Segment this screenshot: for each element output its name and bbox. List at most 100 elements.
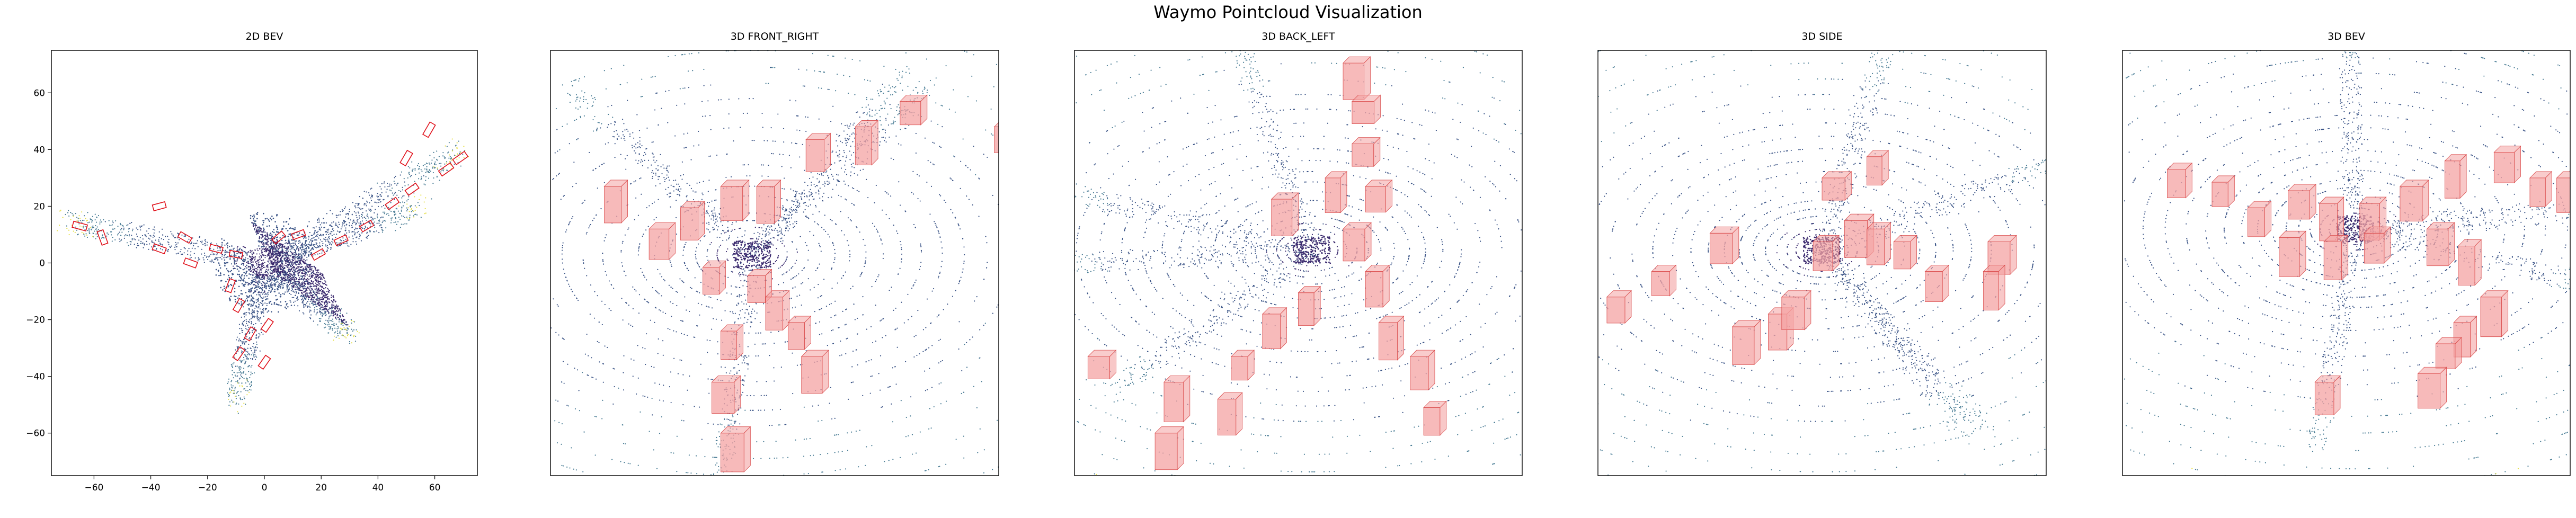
point <box>220 275 221 276</box>
point <box>268 255 269 256</box>
point <box>273 232 275 234</box>
point <box>316 306 317 307</box>
point <box>332 315 333 316</box>
point <box>264 272 265 273</box>
point <box>286 304 287 306</box>
point <box>298 258 299 259</box>
point <box>304 270 305 272</box>
point <box>458 140 459 141</box>
point <box>336 217 337 218</box>
point <box>726 292 727 293</box>
point <box>339 338 340 339</box>
point <box>345 239 347 240</box>
point <box>401 198 402 199</box>
point <box>349 326 350 327</box>
point <box>699 266 700 267</box>
point <box>238 367 239 368</box>
point <box>313 305 314 306</box>
point <box>245 404 246 405</box>
point <box>90 227 91 228</box>
point <box>706 222 707 224</box>
point <box>315 274 316 275</box>
point <box>285 279 286 280</box>
point <box>361 240 362 242</box>
point <box>326 284 327 285</box>
point <box>254 354 255 355</box>
point <box>159 243 161 244</box>
point <box>734 321 735 323</box>
box-2d <box>233 347 245 361</box>
point <box>817 268 818 269</box>
point <box>267 234 268 235</box>
point <box>297 289 298 290</box>
point <box>312 272 313 273</box>
point <box>711 211 712 212</box>
point <box>156 248 157 249</box>
point <box>259 320 260 321</box>
point <box>279 247 280 248</box>
point <box>315 283 316 284</box>
point <box>78 218 79 219</box>
point <box>309 242 310 243</box>
point <box>395 221 396 222</box>
point <box>263 243 264 244</box>
point <box>295 243 296 244</box>
point <box>325 231 326 232</box>
point <box>419 168 420 169</box>
point <box>370 197 371 198</box>
point <box>325 327 326 328</box>
point <box>246 341 247 342</box>
point <box>270 284 271 286</box>
point <box>180 251 181 252</box>
point <box>299 279 300 280</box>
point <box>265 242 267 244</box>
point <box>245 351 246 352</box>
point <box>278 292 280 294</box>
point <box>97 226 98 227</box>
point <box>315 280 316 281</box>
point <box>106 233 108 234</box>
point <box>759 233 760 234</box>
point <box>228 381 229 382</box>
point <box>213 249 214 250</box>
point <box>338 222 339 223</box>
point <box>370 223 371 224</box>
point <box>285 301 287 302</box>
point <box>176 253 177 254</box>
point <box>256 315 257 316</box>
point <box>144 244 145 245</box>
point <box>804 193 805 194</box>
point <box>208 256 209 257</box>
point <box>264 231 265 233</box>
point <box>805 242 806 243</box>
point <box>98 215 99 216</box>
point <box>309 309 310 310</box>
point <box>849 260 850 261</box>
point <box>273 251 274 252</box>
point <box>446 161 447 162</box>
point <box>732 271 733 272</box>
point <box>686 309 687 310</box>
point <box>317 234 318 235</box>
point <box>349 222 350 223</box>
point <box>276 215 278 217</box>
point <box>276 237 277 238</box>
point <box>308 284 309 285</box>
point <box>372 218 374 219</box>
point <box>326 222 327 224</box>
point <box>96 217 97 218</box>
point <box>791 267 792 269</box>
point <box>187 254 188 255</box>
point <box>269 278 270 279</box>
point <box>320 274 321 275</box>
point <box>245 299 246 300</box>
point <box>307 296 308 297</box>
point <box>322 309 323 310</box>
point <box>725 231 726 233</box>
point <box>415 210 416 211</box>
point <box>344 336 345 337</box>
point <box>338 310 339 311</box>
point <box>401 172 402 173</box>
point <box>247 390 248 391</box>
point <box>224 255 225 256</box>
